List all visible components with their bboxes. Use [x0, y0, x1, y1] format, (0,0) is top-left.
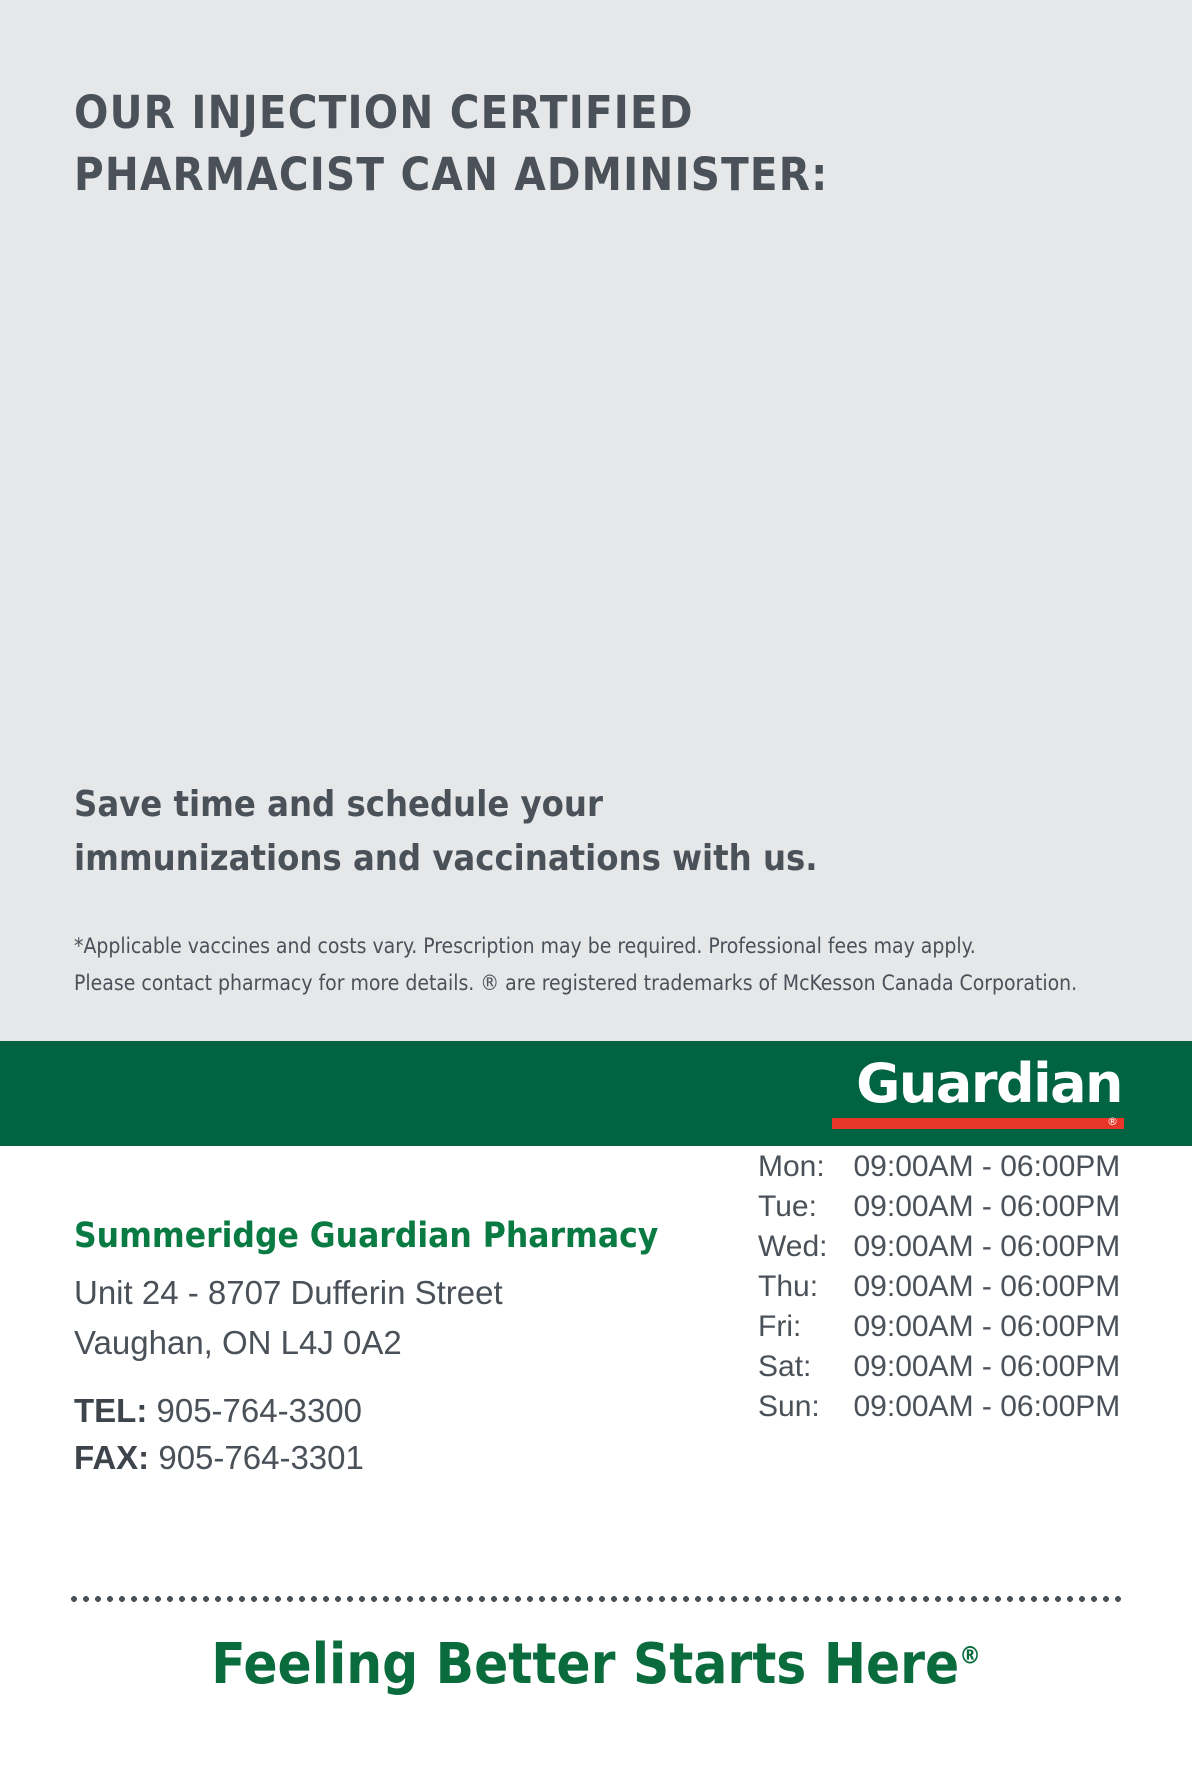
fax-value: 905-764-3301 [158, 1439, 364, 1476]
table-row: Tue: 09:00AM - 06:00PM [758, 1188, 1120, 1228]
hours-day-label: Mon: [758, 1150, 825, 1183]
disclaimer-line-2: Please contact pharmacy for more details… [74, 971, 1078, 995]
store-info-panel: Summeridge Guardian Pharmacy Unit 24 - 8… [0, 1146, 1192, 1785]
hours-day-label: Fri: [758, 1310, 802, 1343]
subheading-line-2: immunizations and vaccinations with us. [74, 838, 818, 879]
page-title-line-1: OUR INJECTION CERTIFIED [74, 86, 694, 139]
registered-trademark-icon: ® [1107, 1115, 1118, 1128]
store-address-line-2: Vaughan, ON L4J 0A2 [74, 1324, 402, 1361]
hours-day-label: Sun: [758, 1390, 820, 1423]
hours-time-value: 09:00AM - 06:00PM [853, 1270, 1121, 1303]
subheading-line-1: Save time and schedule your [74, 784, 603, 825]
hours-time-value: 09:00AM - 06:00PM [853, 1390, 1121, 1423]
disclaimer: *Applicable vaccines and costs vary. Pre… [74, 928, 1134, 1002]
hours-time-value: 09:00AM - 06:00PM [853, 1230, 1121, 1263]
page-title: OUR INJECTION CERTIFIED PHARMACIST CAN A… [74, 82, 974, 206]
hours-day-label: Wed: [758, 1230, 828, 1263]
guardian-logo-underline: ® [832, 1115, 1124, 1129]
store-hours: Mon: 09:00AM - 06:00PM Tue: 09:00AM - 06… [758, 1148, 1158, 1428]
telephone-label: TEL: [74, 1392, 148, 1429]
table-row: Mon: 09:00AM - 06:00PM [758, 1148, 1120, 1188]
store-hours-body: Mon: 09:00AM - 06:00PM Tue: 09:00AM - 06… [758, 1148, 1120, 1428]
table-row: Wed: 09:00AM - 06:00PM [758, 1228, 1120, 1268]
store-hours-table: Mon: 09:00AM - 06:00PM Tue: 09:00AM - 06… [758, 1148, 1120, 1428]
store-name: Summeridge Guardian Pharmacy [74, 1216, 659, 1256]
store-address: Unit 24 - 8707 Dufferin Street Vaughan, … [74, 1268, 503, 1368]
brand-band: Guardian ® [0, 1041, 1192, 1146]
tagline: Feeling Better Starts Here® [0, 1629, 1192, 1701]
store-fax-row: FAX: 905-764-3301 [74, 1434, 364, 1481]
tagline-text: Feeling Better Starts Here [211, 1632, 960, 1697]
store-telephone-row: TEL: 905-764-3300 [74, 1387, 364, 1434]
dotted-divider [68, 1596, 1124, 1602]
vaccine-illustration-area [74, 235, 1114, 655]
fax-label: FAX: [74, 1439, 150, 1476]
hours-day-label: Thu: [758, 1270, 819, 1303]
telephone-value[interactable]: 905-764-3300 [156, 1392, 363, 1429]
disclaimer-line-1: *Applicable vaccines and costs vary. Pre… [74, 934, 976, 958]
table-row: Fri: 09:00AM - 06:00PM [758, 1308, 1120, 1348]
hours-time-value: 09:00AM - 06:00PM [853, 1350, 1121, 1383]
tagline-registered-icon: ® [959, 1641, 981, 1670]
table-row: Sun: 09:00AM - 06:00PM [758, 1388, 1120, 1428]
hours-day-label: Sat: [758, 1350, 812, 1383]
hours-time-value: 09:00AM - 06:00PM [853, 1150, 1121, 1183]
top-panel: OUR INJECTION CERTIFIED PHARMACIST CAN A… [0, 0, 1192, 1041]
table-row: Sat: 09:00AM - 06:00PM [758, 1348, 1120, 1388]
guardian-logo-text: Guardian [856, 1052, 1123, 1115]
page-title-line-2: PHARMACIST CAN ADMINISTER: [74, 148, 829, 201]
store-contact: TEL: 905-764-3300 FAX: 905-764-3301 [74, 1387, 364, 1481]
subheading: Save time and schedule your immunization… [74, 778, 954, 886]
table-row: Thu: 09:00AM - 06:00PM [758, 1268, 1120, 1308]
hours-time-value: 09:00AM - 06:00PM [853, 1190, 1121, 1223]
hours-day-label: Tue: [758, 1190, 817, 1223]
guardian-logo: Guardian ® [824, 1055, 1124, 1133]
hours-time-value: 09:00AM - 06:00PM [853, 1310, 1121, 1343]
store-address-line-1: Unit 24 - 8707 Dufferin Street [74, 1274, 503, 1311]
